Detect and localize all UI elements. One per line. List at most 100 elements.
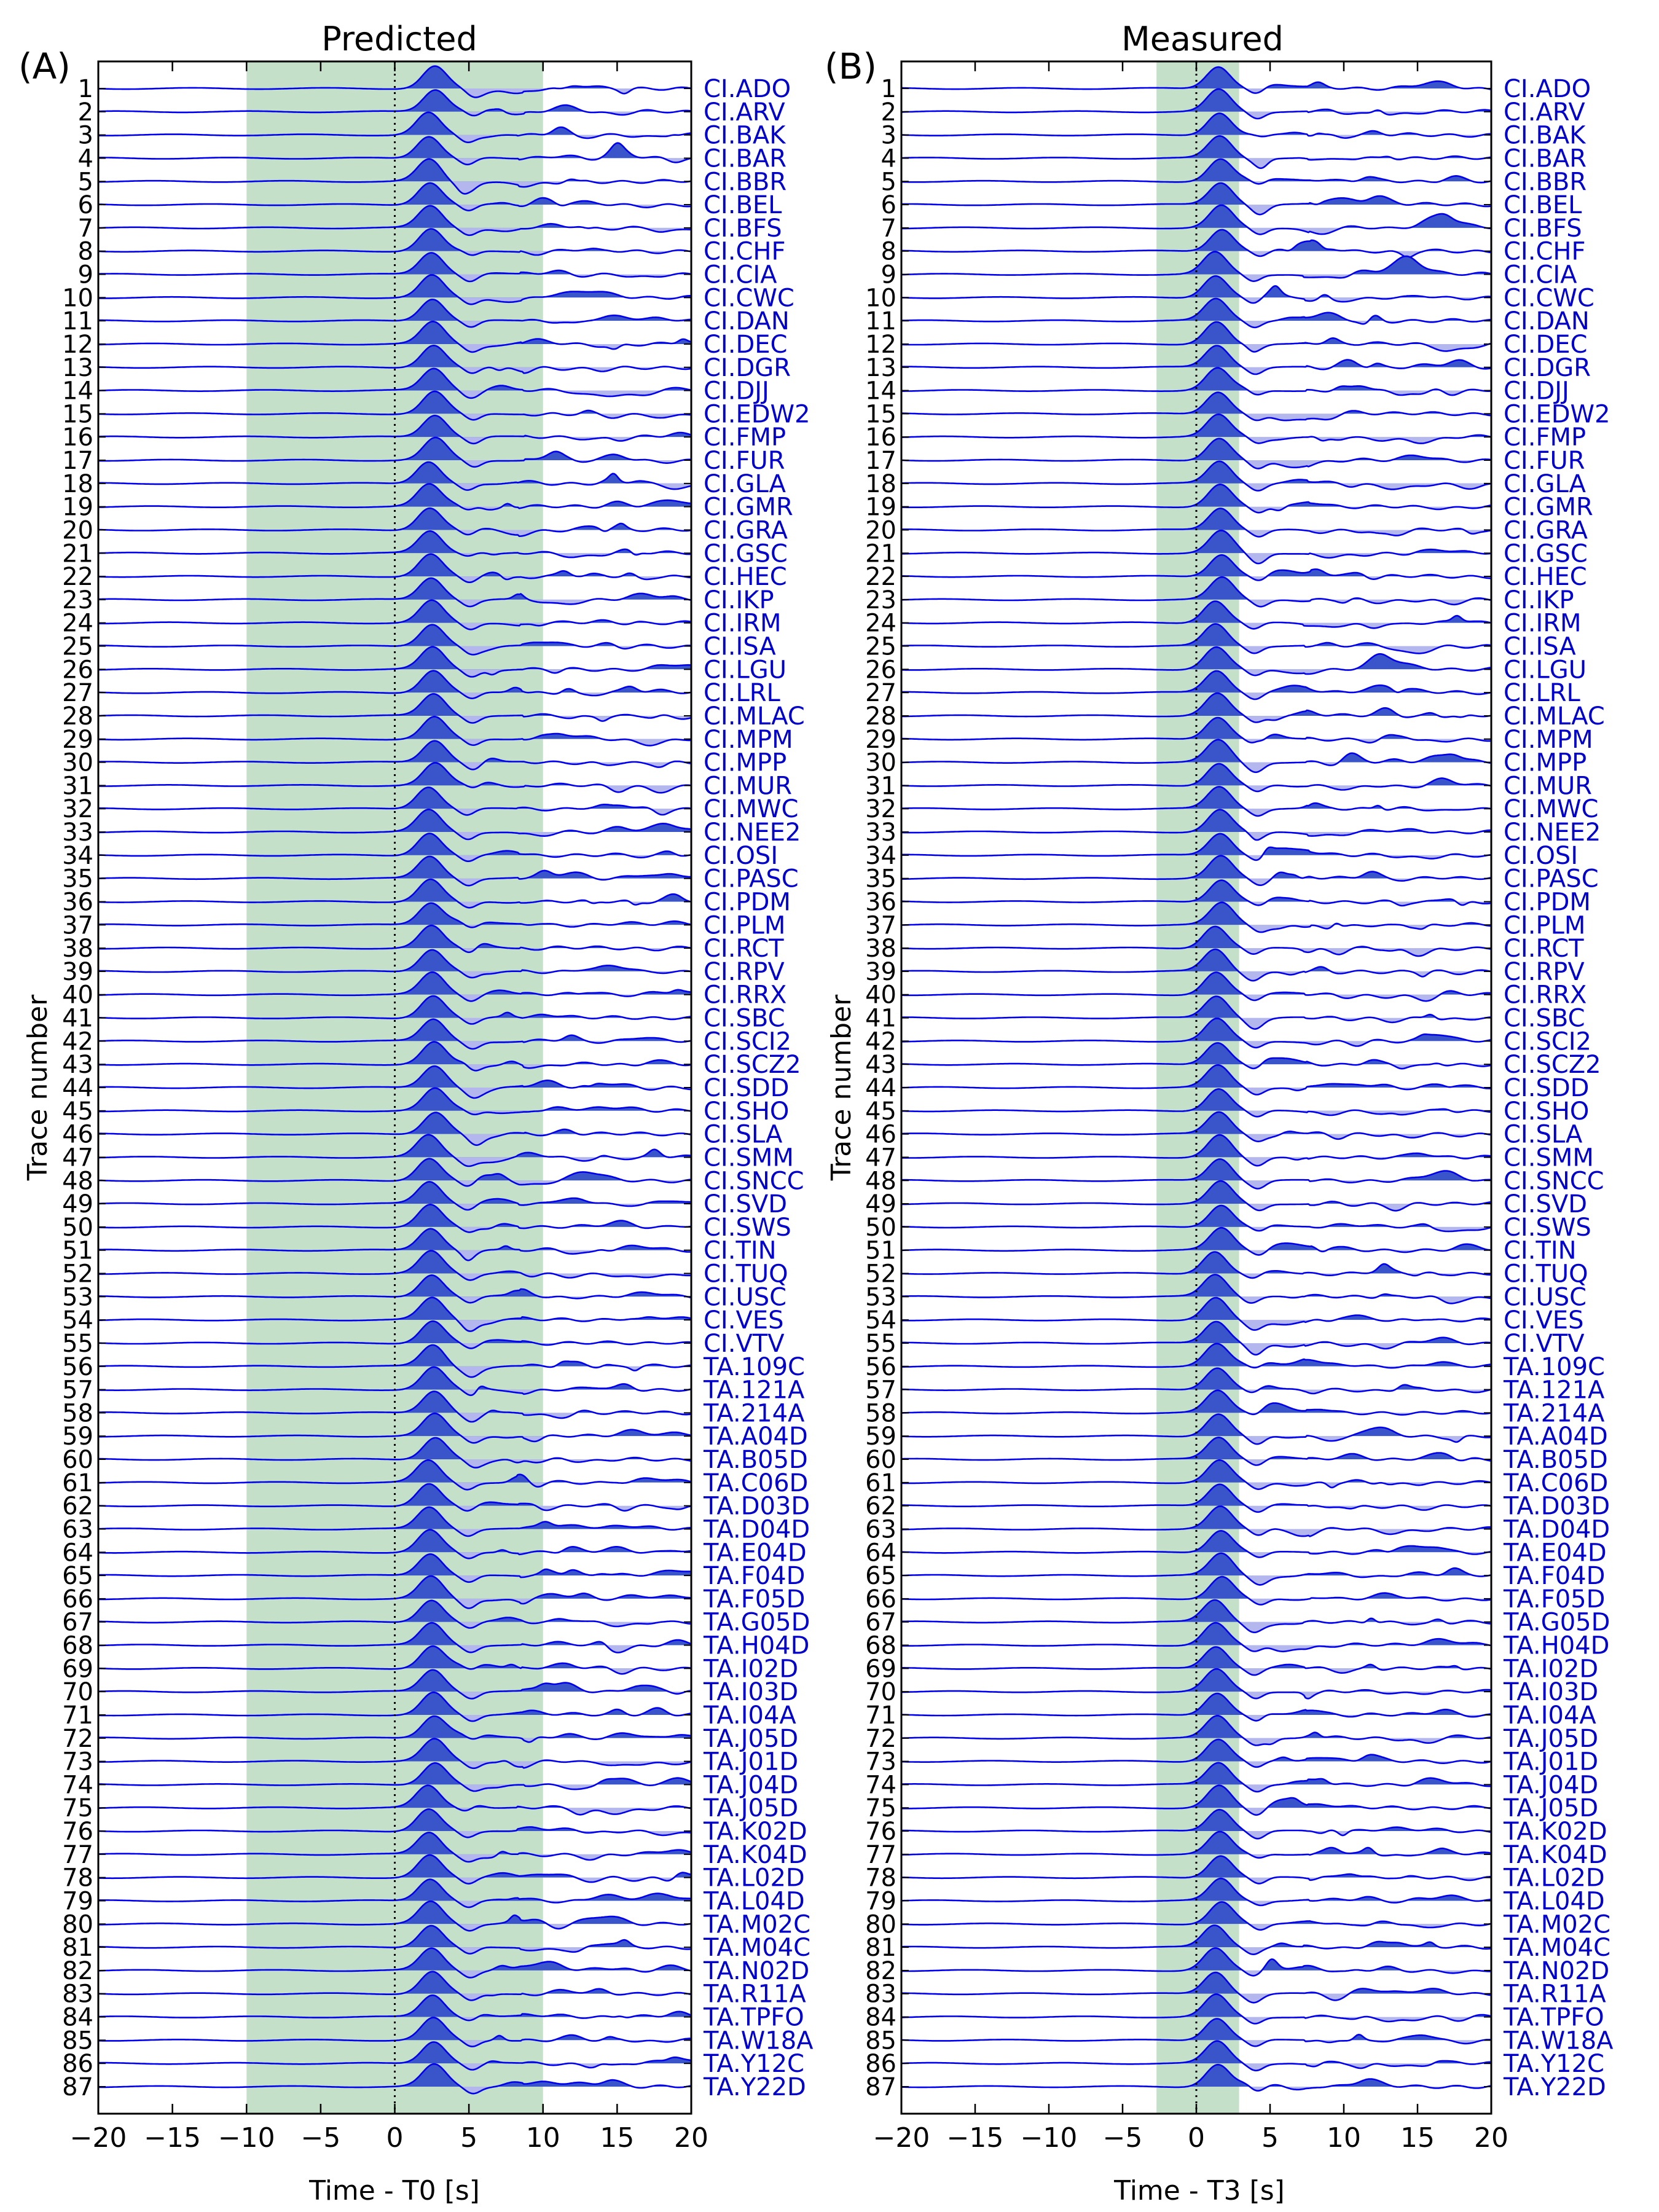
station-labels: CI.ADOCI.ARVCI.BAKCI.BARCI.BBRCI.BELCI.B… [684, 75, 814, 2101]
trace-number-label: 42 [865, 1027, 896, 1056]
trace-number-label: 46 [865, 1121, 896, 1149]
station-label: CI.FUR [704, 447, 785, 475]
trace-number-label: 43 [865, 1051, 896, 1079]
trace-number-label: 75 [865, 1794, 896, 1822]
trace-number-label: 41 [62, 1005, 93, 1033]
trace-number-label: 62 [865, 1492, 896, 1521]
trace-line [98, 274, 692, 305]
trace-fill-positive [98, 1507, 691, 1529]
trace-number-label: 44 [865, 1074, 896, 1102]
trace-line [901, 1111, 1492, 1143]
station-label: TA.E04D [1503, 1539, 1607, 1567]
trace-number-label: 63 [865, 1515, 896, 1543]
trace-fill-positive [901, 1762, 1491, 1785]
trace-number-label: 57 [62, 1376, 93, 1405]
trace-number-label: 63 [62, 1515, 93, 1543]
trace-number-label: 22 [62, 563, 93, 591]
station-label: CI.PLM [1504, 911, 1585, 939]
station-label: TA.K04D [1503, 1841, 1607, 1869]
trace-fill-positive [901, 298, 1491, 321]
station-label: CI.LRL [704, 679, 781, 707]
trace-fill-positive [901, 624, 1491, 646]
trace-fill-negative [901, 1738, 1491, 1746]
station-label: CI.SMM [1504, 1143, 1594, 1172]
station-label: CI.DGR [1504, 354, 1591, 382]
trace-line [98, 577, 692, 608]
station-label: CI.VES [1504, 1306, 1583, 1335]
trace-number-label: 54 [865, 1306, 896, 1335]
trace-number-label: 64 [62, 1539, 93, 1567]
trace-fill-negative [901, 437, 1467, 444]
station-label: TA.B05D [1503, 1446, 1608, 1474]
trace-number-label: 59 [865, 1422, 896, 1451]
trace-line [98, 530, 692, 559]
trace-fill-positive [98, 1948, 691, 1971]
trace-fill-positive [98, 578, 691, 600]
x-tick-label: 10 [526, 2122, 560, 2154]
station-label: CI.BFS [1504, 214, 1582, 243]
trace-fill-negative [901, 1692, 1491, 1699]
trace-fill-negative [98, 251, 691, 256]
station-label: CI.SVD [704, 1190, 787, 1218]
panel-label: (B) [825, 45, 877, 87]
station-label: CI.DEC [1504, 331, 1587, 359]
trace-number-label: 18 [62, 470, 93, 498]
trace-fill-positive [901, 67, 1491, 89]
station-label: TA.D04D [703, 1515, 810, 1543]
station-label: CI.NEE2 [704, 818, 801, 847]
trace-line [98, 367, 692, 399]
station-label: CI.EDW2 [704, 400, 810, 428]
x-tick-label: −5 [1103, 2122, 1143, 2154]
trace-line [901, 833, 1492, 861]
trace-number-label: 2 [78, 98, 93, 127]
trace-line [901, 1901, 1492, 1931]
trace-fill-positive [98, 508, 677, 530]
trace-line [901, 670, 1492, 700]
station-label: CI.TUQ [1504, 1260, 1588, 1288]
trace-fill-positive [901, 764, 1491, 786]
trace-number-label: 10 [62, 284, 93, 312]
trace-line [98, 2063, 692, 2095]
trace-fill-positive [98, 1669, 691, 1692]
trace-fill-negative [146, 599, 691, 607]
station-label: TA.I02D [1503, 1655, 1598, 1683]
station-label: CI.FMP [1504, 423, 1586, 452]
x-tick-label: −20 [873, 2122, 930, 2154]
trace-line [98, 158, 692, 195]
trace-line [98, 878, 692, 909]
trace-line [901, 1320, 1492, 1356]
station-label: CI.PDM [704, 888, 791, 916]
station-label: TA.J05D [1503, 1794, 1598, 1822]
station-label: CI.SLA [704, 1121, 783, 1149]
station-label: TA.R11A [703, 1980, 806, 2009]
station-label: CI.CIA [704, 261, 777, 289]
trace-number-label: 80 [865, 1910, 896, 1939]
x-tick-label: 10 [1327, 2122, 1361, 2154]
trace-fill-positive [901, 1948, 1491, 1971]
station-label: CI.BAK [704, 122, 786, 150]
x-axis-label: Time - T0 [s] [308, 2175, 480, 2206]
station-label: CI.TIN [704, 1237, 777, 1265]
station-label: TA.F05D [1503, 1585, 1605, 1614]
trace-number-label: 19 [865, 493, 896, 522]
station-label: CI.MUR [1504, 772, 1592, 800]
trace-number-label: 6 [78, 191, 93, 219]
trace-fill-negative [98, 1204, 691, 1210]
trace-number-label: 24 [865, 610, 896, 638]
trace-fill-positive [154, 716, 603, 739]
station-label: TA.M02C [703, 1910, 810, 1939]
station-label: CI.EDW2 [1504, 400, 1610, 428]
station-label: CI.LGU [1504, 656, 1586, 684]
station-label: TA.A04D [1503, 1422, 1608, 1451]
trace-line [98, 1228, 692, 1261]
trace-line [901, 413, 1492, 444]
station-label: CI.CIA [1504, 261, 1577, 289]
station-label: CI.BBR [1504, 168, 1586, 196]
station-label: CI.LGU [704, 656, 786, 684]
trace-line [901, 1180, 1492, 1212]
trace-line [901, 600, 1492, 630]
trace-fill-positive [98, 531, 681, 554]
station-label: TA.214A [1503, 1399, 1605, 1427]
trace-number-label: 27 [865, 679, 896, 707]
